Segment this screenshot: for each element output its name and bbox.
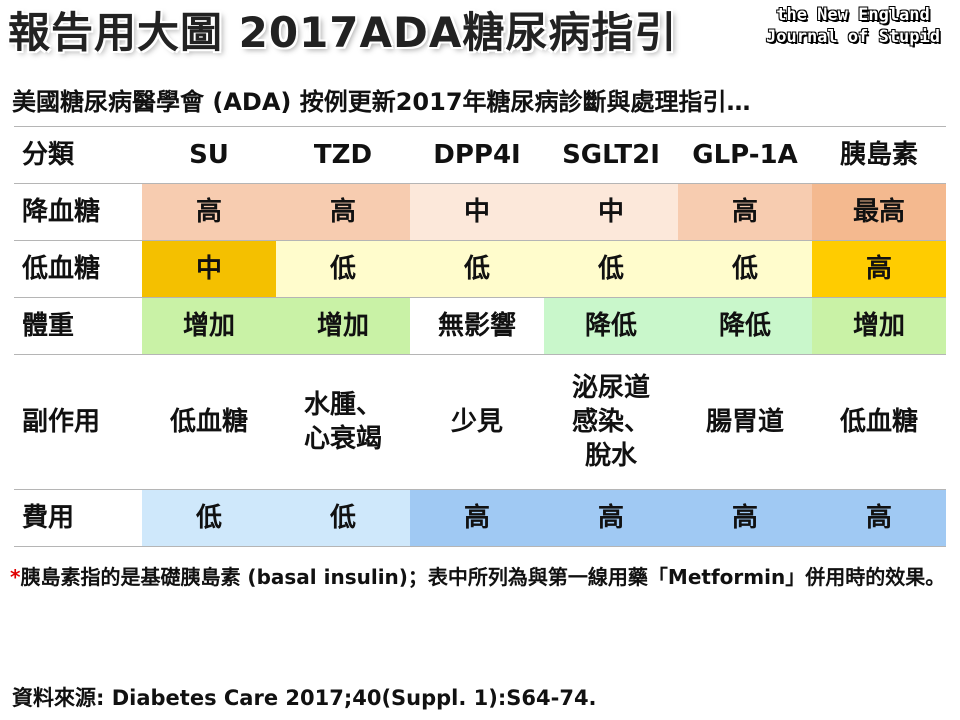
- table-cell: 高: [812, 240, 946, 298]
- cell-line: 水腫、: [303, 390, 382, 420]
- table-cell: 水腫、 心衰竭: [276, 354, 410, 490]
- table-cell: 高: [678, 183, 812, 241]
- table-header-row: 分類 SU TZD DPP4I SGLT2I GLP-1A 胰島素: [14, 126, 946, 184]
- cell-line: 低血糖: [169, 407, 248, 437]
- logo-line-1: the New England: [776, 5, 930, 25]
- table-row-weight: 體重 增加 增加 無影響 降低 降低 增加: [14, 297, 946, 355]
- header-insulin: 胰島素: [812, 126, 946, 184]
- cell-line: 泌尿道: [571, 373, 650, 403]
- table-row-hypoglycemia: 低血糖 中 低 低 低 低 高: [14, 240, 946, 298]
- table-cell: 低: [678, 240, 812, 298]
- journal-logo: the New England Journal of Stupid: [750, 4, 956, 54]
- table-cell: 增加: [276, 297, 410, 355]
- table-cell: 低: [544, 240, 678, 298]
- table-row-side-effects: 副作用 低血糖 水腫、心衰竭 少見 泌尿道感染、脫水 腸胃道 低血糖: [14, 354, 946, 490]
- table-cell: 增加: [812, 297, 946, 355]
- table-cell: 中: [410, 183, 544, 241]
- table-row-cost: 費用 低 低 高 高 高 高: [14, 489, 946, 547]
- row-label: 副作用: [14, 354, 142, 490]
- table-cell: 增加: [142, 297, 276, 355]
- footnote: *胰島素指的是基礎胰島素 (basal insulin)；表中所列為與第一線用藥…: [10, 562, 950, 622]
- header-category: 分類: [14, 126, 142, 184]
- table-cell: 泌尿道 感染、 脫水: [544, 354, 678, 490]
- cell-line: 心衰竭: [303, 424, 382, 454]
- header-glp1a: GLP-1A: [678, 126, 812, 184]
- page-title: 報告用大圖 2017ADA糖尿病指引: [8, 8, 678, 57]
- cell-line: 感染、: [571, 407, 650, 437]
- cell-line: 腸胃道: [705, 407, 784, 437]
- row-label: 費用: [14, 489, 142, 547]
- table-cell: 降低: [544, 297, 678, 355]
- table-cell: 高: [678, 489, 812, 547]
- comparison-table: 分類 SU TZD DPP4I SGLT2I GLP-1A 胰島素 降血糖 高 …: [14, 126, 946, 547]
- table-cell: 中: [142, 240, 276, 298]
- table-cell: 腸胃道: [678, 354, 812, 490]
- table-cell: 低血糖: [142, 354, 276, 490]
- row-label: 體重: [14, 297, 142, 355]
- table-cell: 低: [276, 489, 410, 547]
- table-cell: 最高: [812, 183, 946, 241]
- table-cell: 高: [544, 489, 678, 547]
- table-cell: 中: [544, 183, 678, 241]
- footnote-text: 胰島素指的是基礎胰島素 (basal insulin)；表中所列為與第一線用藥「…: [20, 565, 946, 589]
- header-sglt2i: SGLT2I: [544, 126, 678, 184]
- table-cell: 降低: [678, 297, 812, 355]
- cell-line: 低血糖: [839, 407, 918, 437]
- footnote-marker: *: [10, 565, 21, 589]
- table-cell: 高: [276, 183, 410, 241]
- table-cell: 低: [142, 489, 276, 547]
- table-cell: 低: [276, 240, 410, 298]
- table-cell: 高: [142, 183, 276, 241]
- table-cell: 高: [410, 489, 544, 547]
- row-label: 降血糖: [14, 183, 142, 241]
- cell-line: 脫水: [584, 441, 637, 471]
- table-cell: 無影響: [410, 297, 544, 355]
- source-citation: 資料來源: Diabetes Care 2017;40(Suppl. 1):S6…: [12, 686, 597, 710]
- table-cell: 少見: [410, 354, 544, 490]
- logo-line-2: Journal of Stupid: [766, 27, 940, 47]
- table-row-glucose-lowering: 降血糖 高 高 中 中 高 最高: [14, 183, 946, 241]
- row-label: 低血糖: [14, 240, 142, 298]
- header-dpp4i: DPP4I: [410, 126, 544, 184]
- table-cell: 低: [410, 240, 544, 298]
- cell-line: 少見: [450, 407, 503, 437]
- header-su: SU: [142, 126, 276, 184]
- subtitle: 美國糖尿病醫學會 (ADA) 按例更新2017年糖尿病診斷與處理指引…: [12, 88, 751, 116]
- table-cell: 低血糖: [812, 354, 946, 490]
- header-tzd: TZD: [276, 126, 410, 184]
- table-cell: 高: [812, 489, 946, 547]
